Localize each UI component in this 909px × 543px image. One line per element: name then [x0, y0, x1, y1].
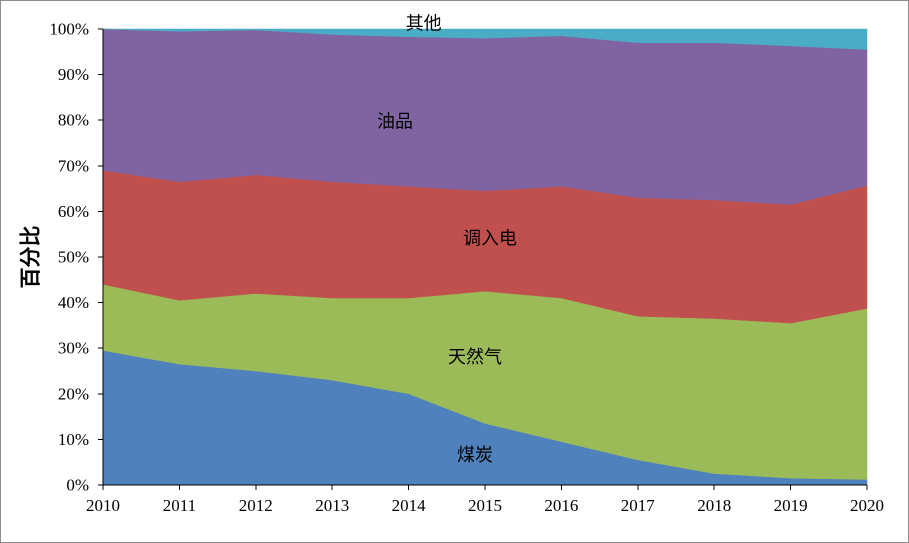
y-tick-label: 70% [58, 156, 89, 175]
y-tick-label: 20% [58, 384, 89, 403]
y-tick-label: 30% [58, 339, 89, 358]
y-tick-label: 80% [58, 111, 89, 130]
x-tick-label: 2013 [315, 496, 349, 515]
series-labels-group: 煤炭 天然气 调入电 油品 其他 [377, 14, 517, 466]
x-tick-label: 2016 [544, 496, 578, 515]
x-tick-label: 2015 [468, 496, 502, 515]
series-label: 其他 [406, 14, 442, 35]
x-tick-label: 2014 [392, 496, 427, 515]
series-label: 天然气 [448, 347, 502, 368]
y-tick-label: 60% [58, 202, 89, 221]
x-tick-label: 2012 [239, 496, 273, 515]
y-tick-label: 0% [66, 476, 89, 495]
series-label: 油品 [377, 112, 413, 133]
y-tick-label: 40% [58, 293, 89, 312]
x-tick-label: 2017 [621, 496, 656, 515]
x-tick-label: 2018 [697, 496, 731, 515]
x-tick-label: 2019 [774, 496, 808, 515]
series-label: 调入电 [463, 229, 517, 250]
x-tick-label: 2011 [163, 496, 196, 515]
series-label: 煤炭 [457, 445, 493, 466]
area-5 [102, 28, 868, 50]
y-tick-label: 90% [58, 65, 89, 84]
y-axis-title: 百分比 [18, 226, 43, 289]
area-series-group [102, 28, 868, 486]
x-tick-label: 2010 [86, 496, 120, 515]
axes-group: 0% 10% 20% 30% 40% 50% 60% 70% 80% 90% 100% 2010 201… [49, 20, 884, 516]
y-tick-label: 100% [49, 20, 89, 39]
area-4 [102, 28, 868, 205]
x-tick-label: 2020 [850, 496, 884, 515]
y-tick-label: 10% [58, 430, 89, 449]
y-tick-label: 50% [58, 248, 89, 267]
